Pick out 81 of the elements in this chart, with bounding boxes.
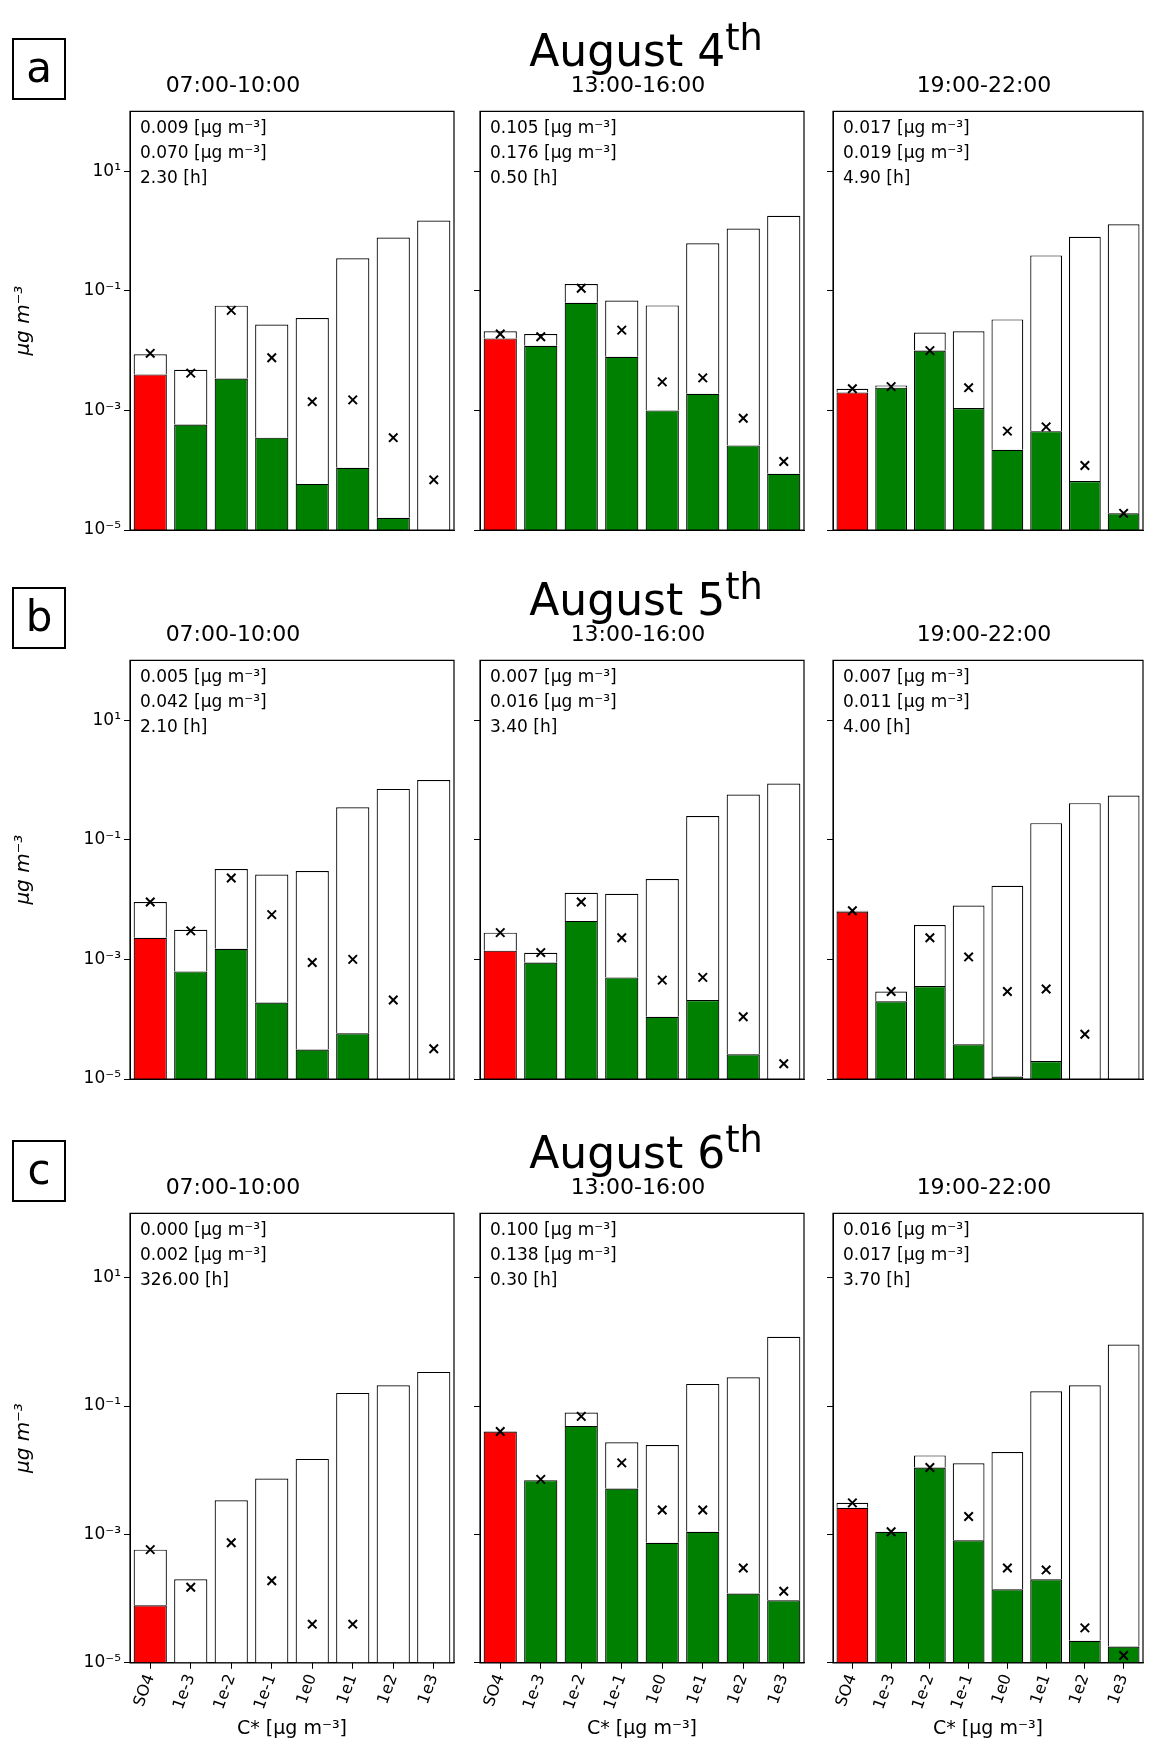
x-tick-label: 1e3 xyxy=(763,1671,792,1707)
y-axis-title: μg m⁻³ xyxy=(10,834,35,906)
x-tick-label: 1e-2 xyxy=(907,1671,938,1712)
y-tick-label: 10¹ xyxy=(92,159,121,180)
chart-title: August 4$^{th}$ xyxy=(529,15,763,76)
y-tick-label: 10⁻³ xyxy=(83,398,121,419)
y-tick-label: 10⁻³ xyxy=(83,947,121,968)
x-tick-label: 1e1 xyxy=(1025,1671,1054,1707)
y-tick-label: 10⁻³ xyxy=(83,1522,121,1543)
annotation: 0.016 [μg m⁻³] xyxy=(490,691,617,712)
chart-title: c xyxy=(12,1140,66,1202)
annotation: 0.007 [μg m⁻³] xyxy=(490,666,617,687)
chart-title: a xyxy=(12,38,66,100)
x-tick-label: 1e-3 xyxy=(518,1671,549,1712)
x-tick-label: 1e-2 xyxy=(558,1671,589,1712)
y-tick-label: 10⁻⁵ xyxy=(83,518,121,539)
chart-subtitle: 19:00-22:00 xyxy=(916,620,1052,646)
y-tick-label: 10⁻⁵ xyxy=(83,1067,121,1088)
x-tick-label: 1e-3 xyxy=(168,1671,199,1712)
annotation: 2.30 [h] xyxy=(140,167,208,188)
y-tick-label: 10¹ xyxy=(92,708,121,729)
x-tick-label: 1e2 xyxy=(372,1671,401,1707)
x-tick-label: 1e-1 xyxy=(946,1671,977,1712)
y-axis-title: μg m⁻³ xyxy=(10,285,35,357)
x-tick-label: 1e1 xyxy=(332,1671,361,1707)
x-tick-label: 1e-1 xyxy=(599,1671,630,1712)
x-tick-label: 1e2 xyxy=(1064,1671,1093,1707)
y-tick-label: 10¹ xyxy=(92,1266,121,1287)
annotation: 0.017 [μg m⁻³] xyxy=(843,1244,970,1265)
annotation: 0.138 [μg m⁻³] xyxy=(490,1244,617,1265)
y-tick-label: 10⁻¹ xyxy=(83,1394,121,1415)
annotation: 3.70 [h] xyxy=(843,1269,911,1290)
x-axis-title: C* [μg m⁻³] xyxy=(933,1715,1043,1738)
chart-subtitle: 07:00-10:00 xyxy=(165,71,301,97)
y-axis-title: μg m⁻³ xyxy=(10,1403,35,1475)
x-tick-label: 1e-3 xyxy=(868,1671,899,1712)
annotation: 0.019 [μg m⁻³] xyxy=(843,142,970,163)
annotation: 3.40 [h] xyxy=(490,716,558,737)
annotation: 0.105 [μg m⁻³] xyxy=(490,117,617,138)
x-tick-label: 1e-2 xyxy=(208,1671,239,1712)
chart-title: August 5$^{th}$ xyxy=(529,564,763,625)
x-tick-label: SO4 xyxy=(128,1671,158,1709)
annotation: 0.070 [μg m⁻³] xyxy=(140,142,267,163)
annotation: 0.000 [μg m⁻³] xyxy=(140,1219,267,1240)
x-tick-label: 1e-1 xyxy=(249,1671,280,1712)
x-tick-label: SO4 xyxy=(830,1671,861,1709)
annotation: 0.009 [μg m⁻³] xyxy=(140,117,267,138)
annotation: 0.042 [μg m⁻³] xyxy=(140,691,267,712)
x-tick-label: 1e0 xyxy=(641,1671,670,1707)
chart-title: b xyxy=(12,587,66,649)
annotation: 0.007 [μg m⁻³] xyxy=(843,666,970,687)
chart-title: August 6$^{th}$ xyxy=(529,1117,763,1178)
y-tick-label: 10⁻⁵ xyxy=(83,1651,121,1672)
annotation: 0.005 [μg m⁻³] xyxy=(140,666,267,687)
annotation: 0.176 [μg m⁻³] xyxy=(490,142,617,163)
x-tick-label: 1e2 xyxy=(722,1671,751,1707)
chart-subtitle: 07:00-10:00 xyxy=(165,620,301,646)
annotation: 4.90 [h] xyxy=(843,167,911,188)
annotation: 2.10 [h] xyxy=(140,716,208,737)
annotation: 0.002 [μg m⁻³] xyxy=(140,1244,267,1265)
x-tick-label: 1e0 xyxy=(291,1671,320,1707)
x-tick-label: 1e0 xyxy=(986,1671,1016,1707)
x-tick-label: SO4 xyxy=(478,1671,508,1709)
x-tick-label: 1e3 xyxy=(413,1671,442,1707)
annotation: 0.30 [h] xyxy=(490,1269,558,1290)
y-tick-label: 10⁻¹ xyxy=(83,828,121,849)
annotation: 0.016 [μg m⁻³] xyxy=(843,1219,970,1240)
annotation: 326.00 [h] xyxy=(140,1269,229,1290)
chart-subtitle: 19:00-22:00 xyxy=(916,1173,1052,1199)
x-axis-title: C* [μg m⁻³] xyxy=(237,1715,347,1738)
chart-subtitle: 07:00-10:00 xyxy=(165,1173,301,1199)
chart-subtitle: 19:00-22:00 xyxy=(916,71,1052,97)
annotation: 0.50 [h] xyxy=(490,167,558,188)
annotation: 0.017 [μg m⁻³] xyxy=(843,117,970,138)
x-tick-label: 1e3 xyxy=(1103,1671,1132,1707)
x-axis-title: C* [μg m⁻³] xyxy=(587,1715,697,1738)
x-tick-label: 1e1 xyxy=(682,1671,711,1707)
annotation: 0.100 [μg m⁻³] xyxy=(490,1219,617,1240)
annotation: 0.011 [μg m⁻³] xyxy=(843,691,970,712)
annotation: 4.00 [h] xyxy=(843,716,911,737)
y-tick-label: 10⁻¹ xyxy=(83,279,121,300)
